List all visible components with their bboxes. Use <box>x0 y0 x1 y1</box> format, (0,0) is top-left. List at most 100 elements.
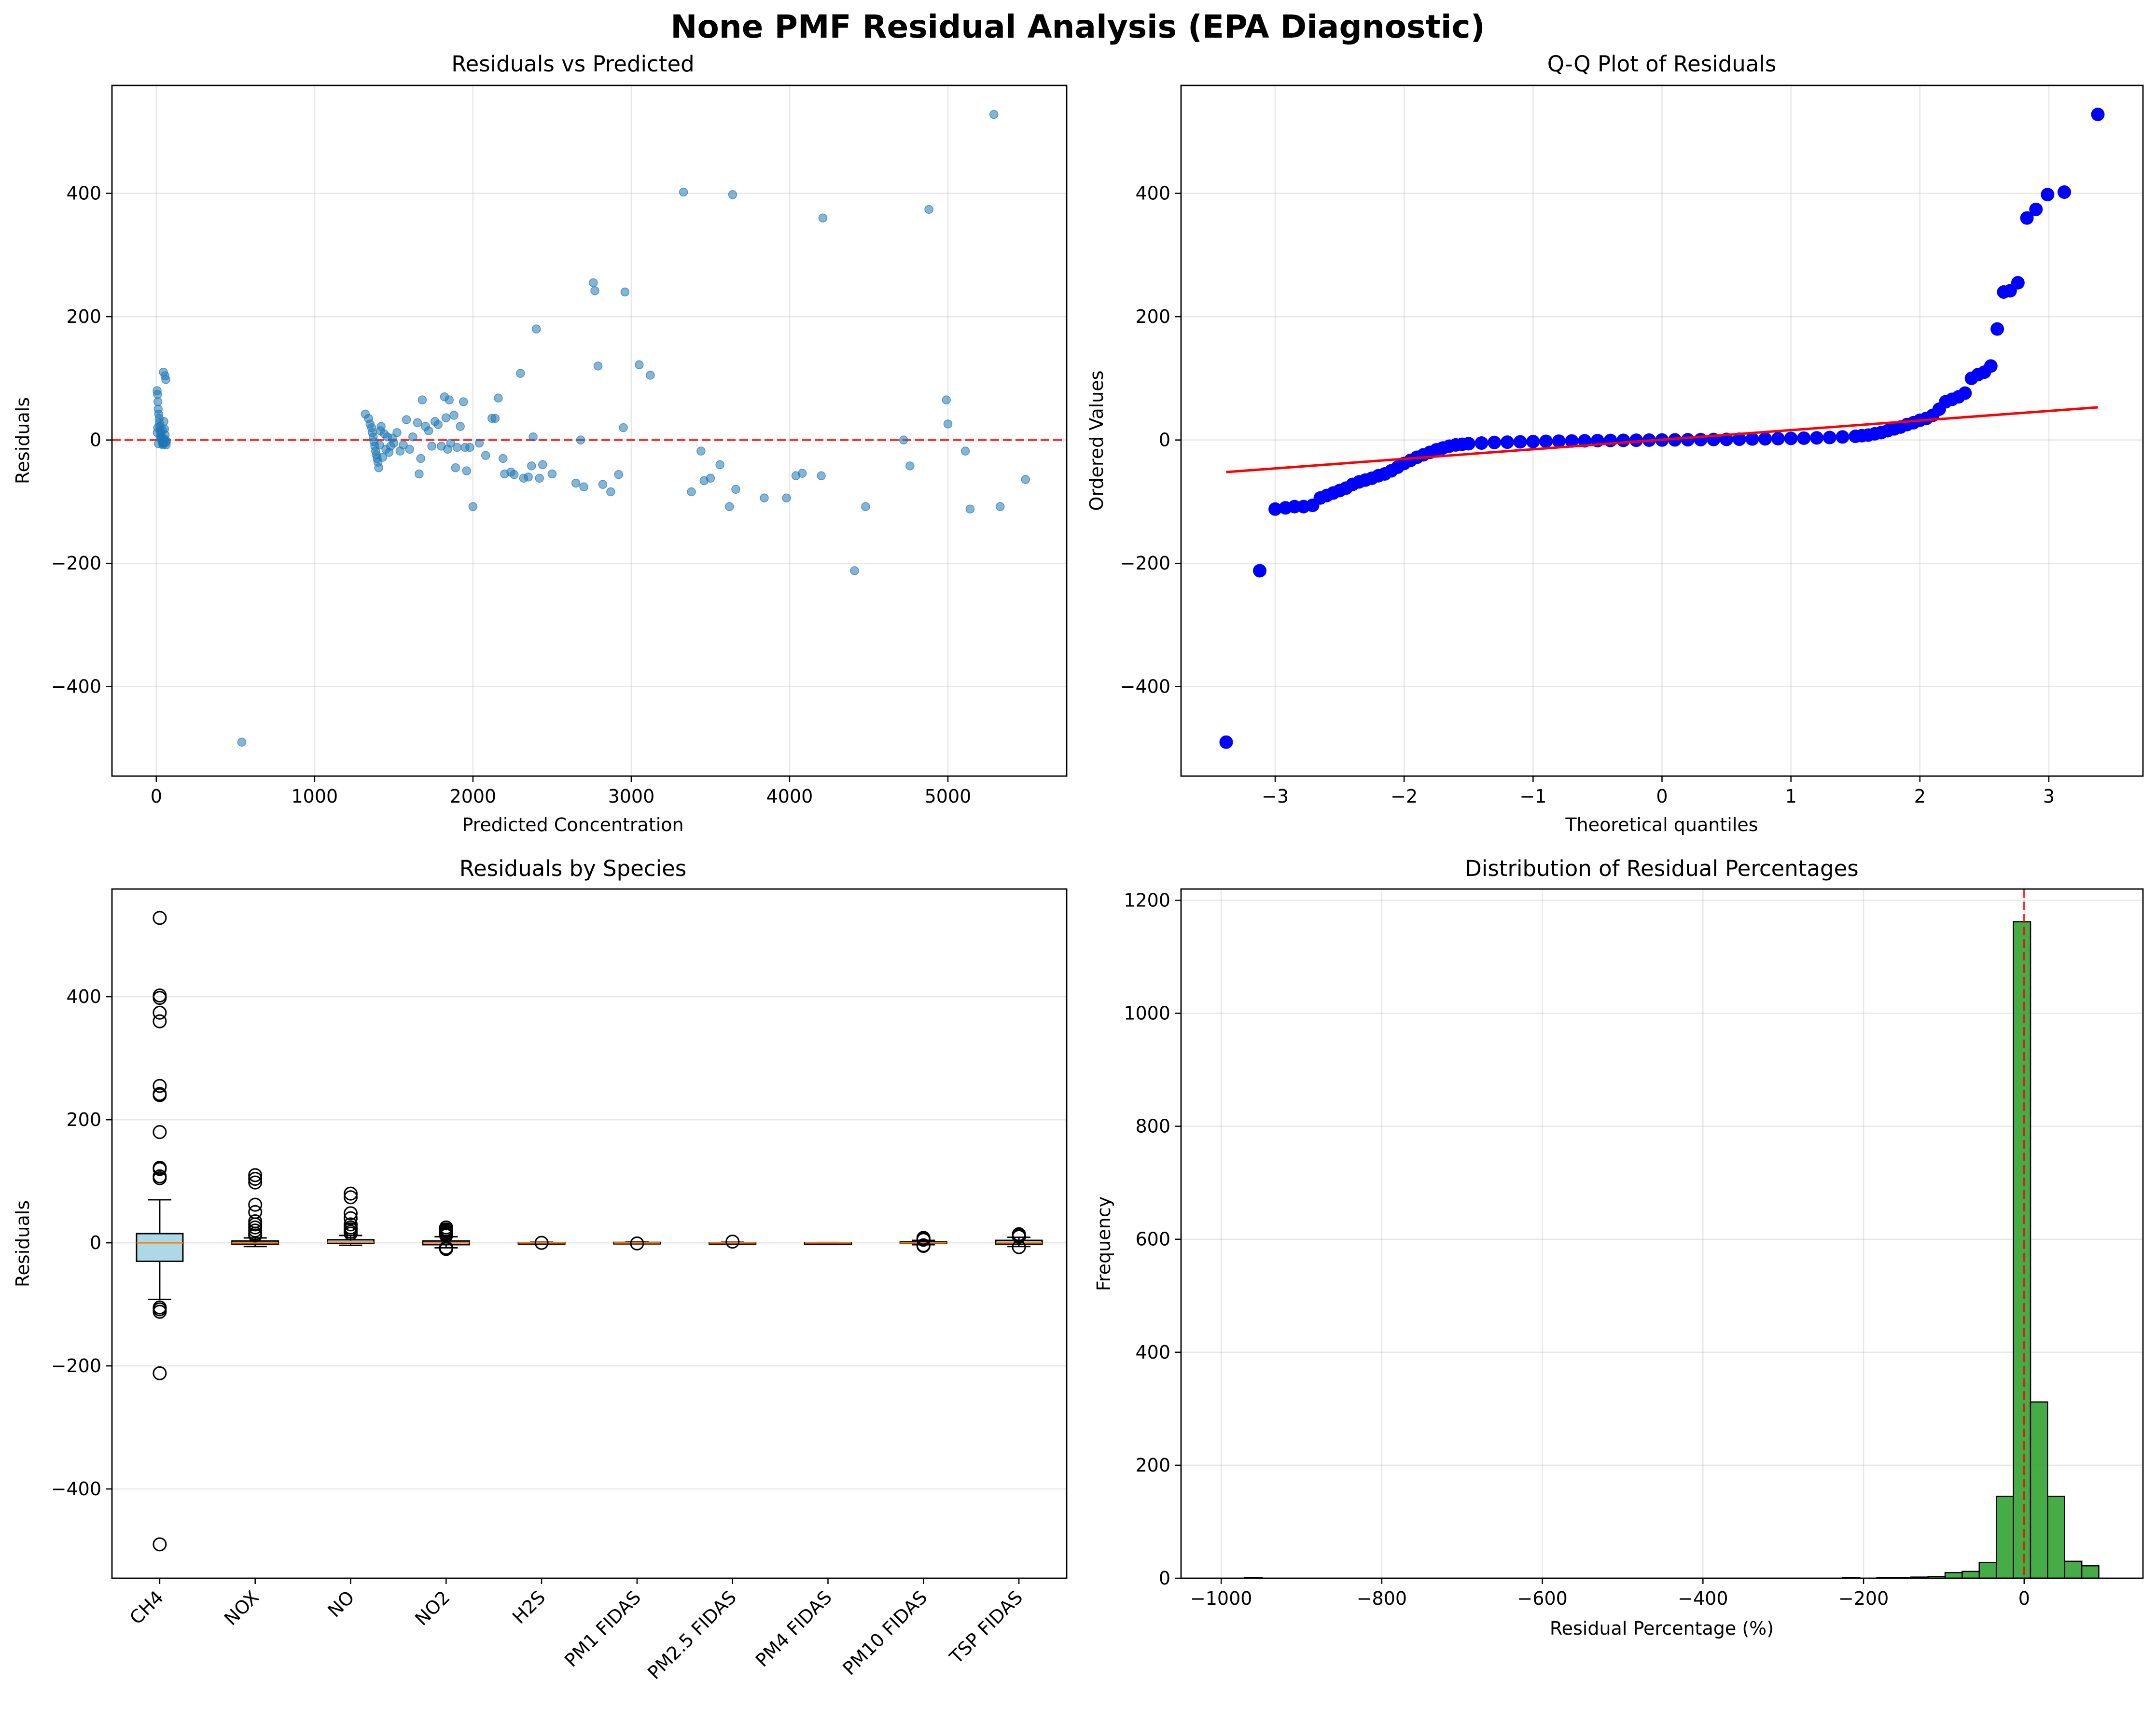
scatter-point <box>942 395 951 404</box>
x-tick-label: −600 <box>1517 1588 1567 1609</box>
box-outlier <box>153 1162 167 1176</box>
scatter-point <box>576 435 585 445</box>
scatter-point <box>646 371 655 380</box>
scatter-point <box>579 482 588 492</box>
scatter-point <box>524 472 533 482</box>
scatter-point <box>731 485 740 494</box>
qq-point <box>1990 322 2004 336</box>
scatter-point <box>498 454 508 463</box>
qq-point <box>2020 211 2034 225</box>
y-tick-label: 200 <box>66 1109 101 1130</box>
panel-title-qq-plot: Q-Q Plot of Residuals <box>1547 51 1777 77</box>
qq-point <box>1616 433 1630 447</box>
category-label: PM1 FIDAS <box>560 1586 645 1671</box>
scatter-point <box>725 502 734 511</box>
box-outlier <box>248 1197 263 1212</box>
scatter-point <box>237 737 247 747</box>
scatter-point <box>527 461 536 471</box>
scatter-point <box>590 286 599 295</box>
x-tick-label: −1000 <box>1190 1588 1252 1609</box>
scatter-point <box>474 438 484 448</box>
y-tick-label: 1000 <box>1124 1003 1170 1024</box>
box-outlier <box>725 1235 740 1249</box>
scatter-point <box>696 446 706 456</box>
plot-frame <box>111 84 1068 777</box>
box-outlier <box>153 1079 167 1093</box>
scatter-point <box>606 487 615 497</box>
grid-lines <box>112 85 1067 776</box>
qq-fit-line <box>1226 406 2098 473</box>
scatter-point <box>614 470 623 479</box>
scatter-point <box>818 213 828 222</box>
scatter-point <box>516 369 525 378</box>
y-tick-label: 400 <box>66 986 101 1007</box>
scatter-point <box>529 432 538 442</box>
box-body <box>136 1233 184 1262</box>
scatter-point <box>445 395 454 404</box>
scatter-point <box>468 502 478 511</box>
qq-point <box>2058 185 2072 199</box>
scatter-point <box>159 417 168 426</box>
scatter-point <box>782 493 791 503</box>
qq-point <box>1732 432 1746 446</box>
x-tick-label: 2 <box>1914 786 1926 807</box>
x-axis-label-residual-percentage: Residual Percentage (%) <box>1550 1618 1774 1639</box>
scatter-point <box>619 423 628 432</box>
qq-point <box>1552 434 1566 448</box>
box-outlier <box>153 1171 167 1185</box>
box-outlier <box>248 1172 263 1186</box>
qq-point <box>1984 359 1998 373</box>
qq-point <box>1219 735 1233 749</box>
scatter-point <box>531 324 541 333</box>
scatter-point <box>899 435 908 445</box>
y-tick-label: 200 <box>1135 306 1170 327</box>
scatter-point <box>797 469 807 478</box>
qq-point <box>2029 202 2043 216</box>
category-label: NO2 <box>411 1586 454 1629</box>
x-tick-label: −1 <box>1519 786 1546 807</box>
histogram-bar <box>2013 921 2031 1579</box>
residuals-vs-predicted-panel: Residuals vs Predicted Predicted Concent… <box>12 51 1068 835</box>
residual-percentage-histogram-panel: Distribution of Residual Percentages Res… <box>1093 856 2144 1639</box>
scatter-point <box>424 426 433 435</box>
y-tick-label: 0 <box>1159 1568 1170 1589</box>
x-tick-label: 0 <box>1656 786 1668 807</box>
scatter-point <box>456 422 465 431</box>
scatter-point <box>441 413 451 422</box>
category-label: PM10 FIDAS <box>838 1586 931 1679</box>
qq-point <box>1958 386 1972 400</box>
scatter-point <box>817 471 826 481</box>
scatter-point <box>399 440 408 450</box>
y-tick-label: −400 <box>51 676 101 697</box>
y-tick-label: 600 <box>1135 1229 1170 1250</box>
box-outlier <box>248 1168 263 1182</box>
qq-point <box>1681 433 1695 447</box>
box-outlier <box>1012 1229 1026 1244</box>
histogram-bar <box>1995 1496 2014 1579</box>
box-outlier <box>153 991 167 1005</box>
qq-point <box>1252 564 1266 578</box>
y-tick-label: 400 <box>66 183 101 204</box>
scatter-point <box>509 470 519 479</box>
histogram-bar <box>1944 1572 1963 1579</box>
scatter-point <box>679 187 688 197</box>
x-tick-label: −200 <box>1838 1588 1889 1609</box>
scatter-point <box>408 432 417 442</box>
x-tick-label: 0 <box>2018 1588 2030 1609</box>
scatter-point <box>706 473 715 483</box>
histogram-bar <box>1961 1570 1980 1579</box>
scatter-point <box>490 414 500 423</box>
box-outlier <box>153 1366 167 1380</box>
box-outlier <box>344 1186 358 1201</box>
scatter-point <box>924 205 933 214</box>
box-outlier <box>916 1239 931 1253</box>
category-label: CH4 <box>125 1586 167 1628</box>
scatter-point <box>402 415 411 424</box>
qq-point <box>1500 435 1514 449</box>
scatter-point <box>943 419 953 429</box>
box-outlier <box>153 1125 167 1139</box>
scatter-point <box>593 361 603 371</box>
box-outlier <box>248 1175 263 1190</box>
qq-point <box>1539 434 1553 448</box>
